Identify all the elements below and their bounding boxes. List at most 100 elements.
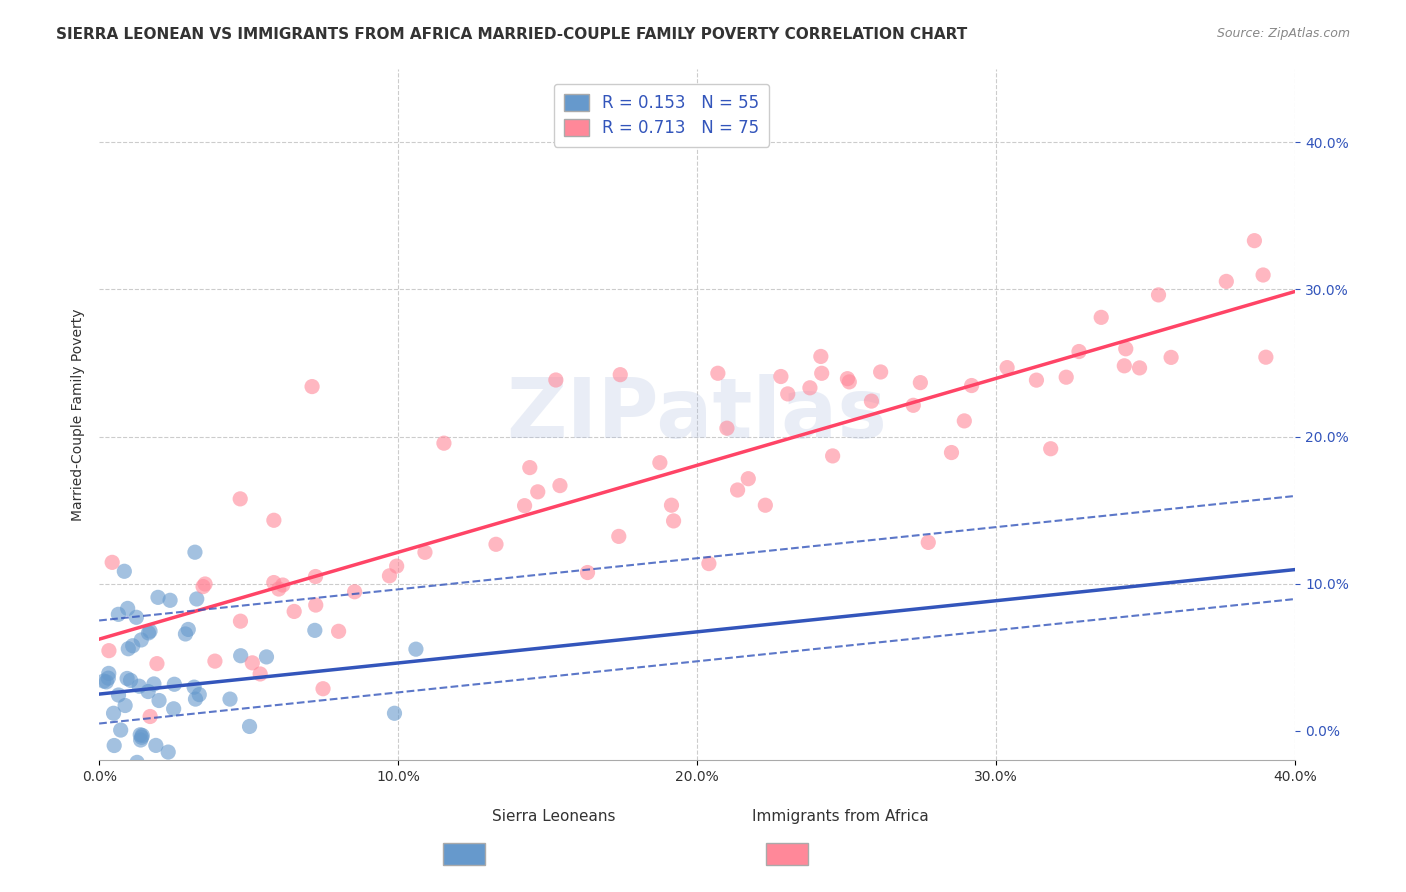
Immigrants from Africa — [544, 373, 567, 387]
Immigrants from Africa — [548, 478, 571, 492]
Sierra Leoneans — [129, 762, 152, 776]
Immigrants from Africa — [662, 514, 685, 528]
Immigrants from Africa — [609, 368, 631, 382]
Sierra Leoneans — [145, 739, 167, 753]
Immigrants from Africa — [776, 387, 799, 401]
Immigrants from Africa — [941, 445, 963, 459]
Sierra Leoneans — [110, 723, 132, 737]
Immigrants from Africa — [240, 656, 263, 670]
Immigrants from Africa — [737, 472, 759, 486]
Sierra Leoneans — [131, 728, 153, 742]
Immigrants from Africa — [869, 365, 891, 379]
Sierra Leoneans — [96, 674, 118, 689]
Immigrants from Africa — [1129, 360, 1152, 375]
Sierra Leoneans — [384, 706, 406, 721]
Immigrants from Africa — [1114, 359, 1136, 373]
Immigrants from Africa — [860, 394, 883, 409]
Sierra Leoneans — [129, 728, 152, 742]
Legend: R = 0.153   N = 55, R = 0.713   N = 75: R = 0.153 N = 55, R = 0.713 N = 75 — [554, 84, 769, 147]
Immigrants from Africa — [1039, 442, 1062, 456]
Immigrants from Africa — [283, 604, 305, 618]
Immigrants from Africa — [810, 350, 832, 364]
Immigrants from Africa — [328, 624, 350, 639]
Immigrants from Africa — [146, 657, 169, 671]
Immigrants from Africa — [1251, 268, 1274, 282]
Sierra Leoneans — [186, 591, 208, 606]
Immigrants from Africa — [821, 449, 844, 463]
Text: Immigrants from Africa: Immigrants from Africa — [752, 809, 929, 824]
Immigrants from Africa — [526, 484, 548, 499]
Sierra Leoneans — [125, 756, 148, 770]
Immigrants from Africa — [1054, 370, 1077, 384]
Immigrants from Africa — [97, 643, 120, 657]
Sierra Leoneans — [141, 797, 163, 812]
Immigrants from Africa — [519, 460, 541, 475]
Immigrants from Africa — [1115, 342, 1137, 356]
Immigrants from Africa — [1254, 350, 1277, 364]
Immigrants from Africa — [263, 575, 285, 590]
Sierra Leoneans — [238, 719, 260, 733]
Y-axis label: Married-Couple Family Poverty: Married-Couple Family Poverty — [72, 309, 86, 521]
Immigrants from Africa — [799, 381, 821, 395]
Immigrants from Africa — [229, 614, 252, 628]
Sierra Leoneans — [112, 564, 135, 578]
Immigrants from Africa — [312, 681, 335, 696]
Immigrants from Africa — [271, 578, 294, 592]
Immigrants from Africa — [576, 566, 599, 580]
Immigrants from Africa — [191, 580, 214, 594]
Immigrants from Africa — [413, 545, 436, 559]
Sierra Leoneans — [184, 545, 207, 559]
Sierra Leoneans — [159, 767, 181, 781]
Sierra Leoneans — [183, 680, 205, 694]
Text: Source: ZipAtlas.com: Source: ZipAtlas.com — [1216, 27, 1350, 40]
Immigrants from Africa — [707, 366, 730, 380]
Immigrants from Africa — [267, 582, 290, 596]
Sierra Leoneans — [97, 666, 120, 681]
Immigrants from Africa — [648, 456, 671, 470]
Immigrants from Africa — [1025, 373, 1047, 387]
Immigrants from Africa — [838, 375, 860, 389]
Immigrants from Africa — [697, 557, 720, 571]
Immigrants from Africa — [301, 379, 323, 393]
Sierra Leoneans — [136, 684, 159, 698]
Immigrants from Africa — [607, 529, 630, 543]
Sierra Leoneans — [138, 626, 160, 640]
Sierra Leoneans — [184, 692, 207, 706]
Sierra Leoneans — [159, 593, 181, 607]
Sierra Leoneans — [163, 702, 186, 716]
Immigrants from Africa — [485, 537, 508, 551]
Sierra Leoneans — [162, 792, 184, 806]
Sierra Leoneans — [304, 624, 326, 638]
Sierra Leoneans — [93, 674, 115, 689]
Sierra Leoneans — [146, 591, 169, 605]
Sierra Leoneans — [145, 769, 167, 783]
Immigrants from Africa — [903, 398, 925, 412]
Immigrants from Africa — [433, 436, 456, 450]
Sierra Leoneans — [103, 739, 125, 753]
Sierra Leoneans — [117, 641, 139, 656]
Sierra Leoneans — [129, 733, 152, 747]
Sierra Leoneans — [188, 688, 211, 702]
Immigrants from Africa — [378, 569, 401, 583]
Immigrants from Africa — [1215, 274, 1237, 288]
Sierra Leoneans — [107, 688, 129, 702]
Sierra Leoneans — [131, 731, 153, 745]
Sierra Leoneans — [174, 627, 197, 641]
Sierra Leoneans — [97, 671, 120, 685]
Immigrants from Africa — [194, 577, 217, 591]
Sierra Leoneans — [405, 642, 427, 657]
Immigrants from Africa — [1090, 310, 1112, 325]
Sierra Leoneans — [114, 698, 136, 713]
Sierra Leoneans — [107, 607, 129, 622]
Sierra Leoneans — [148, 693, 170, 707]
Sierra Leoneans — [115, 672, 138, 686]
Sierra Leoneans — [256, 649, 278, 664]
Sierra Leoneans — [125, 610, 148, 624]
Immigrants from Africa — [837, 372, 859, 386]
Immigrants from Africa — [513, 499, 536, 513]
Immigrants from Africa — [1067, 344, 1090, 359]
Immigrants from Africa — [229, 491, 252, 506]
Text: Sierra Leoneans: Sierra Leoneans — [492, 809, 616, 824]
Sierra Leoneans — [219, 692, 242, 706]
Immigrants from Africa — [716, 421, 738, 435]
